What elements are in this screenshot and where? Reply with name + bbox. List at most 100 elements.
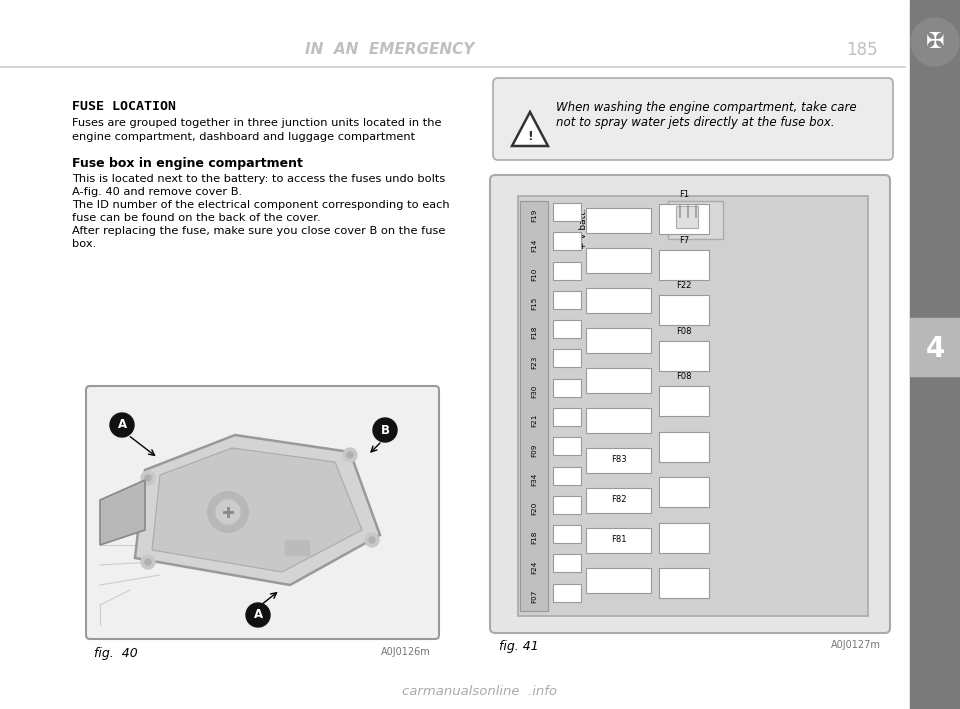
Polygon shape (100, 480, 145, 545)
Text: ✠: ✠ (925, 32, 945, 52)
Text: not to spray water jets directly at the fuse box.: not to spray water jets directly at the … (556, 116, 834, 129)
Bar (586, 488, 651, 513)
Circle shape (110, 413, 134, 437)
Bar (586, 328, 651, 353)
Bar (659, 523, 709, 553)
Bar (518, 196, 868, 616)
Text: A: A (117, 418, 127, 432)
Bar (659, 250, 709, 279)
Text: fig. 41: fig. 41 (499, 640, 539, 653)
Bar (586, 528, 651, 553)
Bar (553, 320, 581, 338)
Bar (553, 525, 581, 543)
Circle shape (347, 452, 353, 458)
Bar (659, 295, 709, 325)
Text: F24: F24 (531, 560, 537, 574)
Circle shape (911, 18, 959, 66)
Text: box.: box. (72, 239, 96, 249)
Bar (586, 208, 651, 233)
Bar (659, 204, 709, 234)
Text: The ID number of the electrical component corresponding to each: The ID number of the electrical componen… (72, 200, 449, 210)
Text: F19: F19 (531, 209, 537, 223)
Bar (553, 437, 581, 455)
Text: + V batt.: + V batt. (579, 208, 588, 249)
Text: F14: F14 (531, 238, 537, 252)
Text: A: A (253, 608, 263, 622)
Bar (553, 233, 581, 250)
Bar (659, 569, 709, 598)
Circle shape (141, 555, 155, 569)
Circle shape (373, 418, 397, 442)
Text: F34: F34 (531, 472, 537, 486)
Text: !: ! (527, 130, 533, 143)
Circle shape (141, 471, 155, 485)
Bar (668, 201, 723, 239)
Circle shape (343, 448, 357, 462)
Bar (553, 584, 581, 602)
Circle shape (369, 537, 375, 543)
Bar (910, 318, 960, 376)
Text: F08: F08 (676, 327, 692, 335)
Text: F1: F1 (679, 190, 689, 199)
Circle shape (208, 492, 248, 532)
Bar (285, 540, 309, 555)
Text: F10: F10 (531, 267, 537, 281)
Text: F30: F30 (531, 385, 537, 398)
Bar (659, 386, 709, 416)
Text: Fuse box in engine compartment: Fuse box in engine compartment (72, 157, 302, 170)
Bar (553, 408, 581, 426)
Circle shape (145, 559, 151, 565)
Bar (586, 408, 651, 433)
Bar (586, 288, 651, 313)
Text: IN  AN  EMERGENCY: IN AN EMERGENCY (305, 43, 474, 57)
Text: F09: F09 (531, 443, 537, 457)
Text: F21: F21 (531, 414, 537, 428)
Text: A0J0126m: A0J0126m (381, 647, 431, 657)
Bar (553, 350, 581, 367)
Circle shape (145, 475, 151, 481)
Text: F18: F18 (531, 531, 537, 545)
Text: carmanualsonline  .info: carmanualsonline .info (402, 685, 558, 698)
Bar (659, 432, 709, 462)
Text: When washing the engine compartment, take care: When washing the engine compartment, tak… (556, 101, 856, 114)
Polygon shape (135, 435, 380, 585)
Text: 4: 4 (925, 335, 945, 363)
Bar (659, 477, 709, 508)
Circle shape (365, 533, 379, 547)
Text: F08: F08 (676, 372, 692, 381)
Bar (553, 203, 581, 221)
Bar (553, 554, 581, 572)
Text: F22: F22 (676, 281, 692, 290)
FancyBboxPatch shape (490, 175, 890, 633)
Text: F18: F18 (531, 326, 537, 340)
Bar (553, 496, 581, 514)
FancyBboxPatch shape (493, 78, 893, 160)
Bar (586, 448, 651, 473)
Circle shape (246, 603, 270, 627)
Text: fig.  40: fig. 40 (94, 647, 137, 660)
Text: Fuses are grouped together in three junction units located in the: Fuses are grouped together in three junc… (72, 118, 442, 128)
Text: B: B (380, 423, 390, 437)
Text: A0J0127m: A0J0127m (831, 640, 881, 650)
Text: F82: F82 (611, 496, 626, 505)
Circle shape (216, 500, 240, 524)
Text: F83: F83 (611, 455, 626, 464)
Bar (676, 206, 698, 228)
Bar (520, 201, 548, 611)
Bar (910, 0, 960, 709)
Text: This is located next to the battery: to access the fuses undo bolts: This is located next to the battery: to … (72, 174, 445, 184)
Bar (586, 248, 651, 273)
Polygon shape (152, 448, 362, 572)
Polygon shape (512, 112, 548, 146)
Bar (553, 379, 581, 397)
Text: FUSE LOCATION: FUSE LOCATION (72, 100, 176, 113)
Text: After replacing the fuse, make sure you close cover B on the fuse: After replacing the fuse, make sure you … (72, 226, 445, 236)
Text: 185: 185 (846, 41, 877, 59)
Text: A-fig. 40 and remove cover B.: A-fig. 40 and remove cover B. (72, 187, 242, 197)
Text: F7: F7 (679, 235, 689, 245)
Bar (553, 291, 581, 309)
FancyBboxPatch shape (86, 386, 439, 639)
Bar (586, 568, 651, 593)
Text: F81: F81 (611, 535, 626, 545)
Text: F23: F23 (531, 355, 537, 369)
